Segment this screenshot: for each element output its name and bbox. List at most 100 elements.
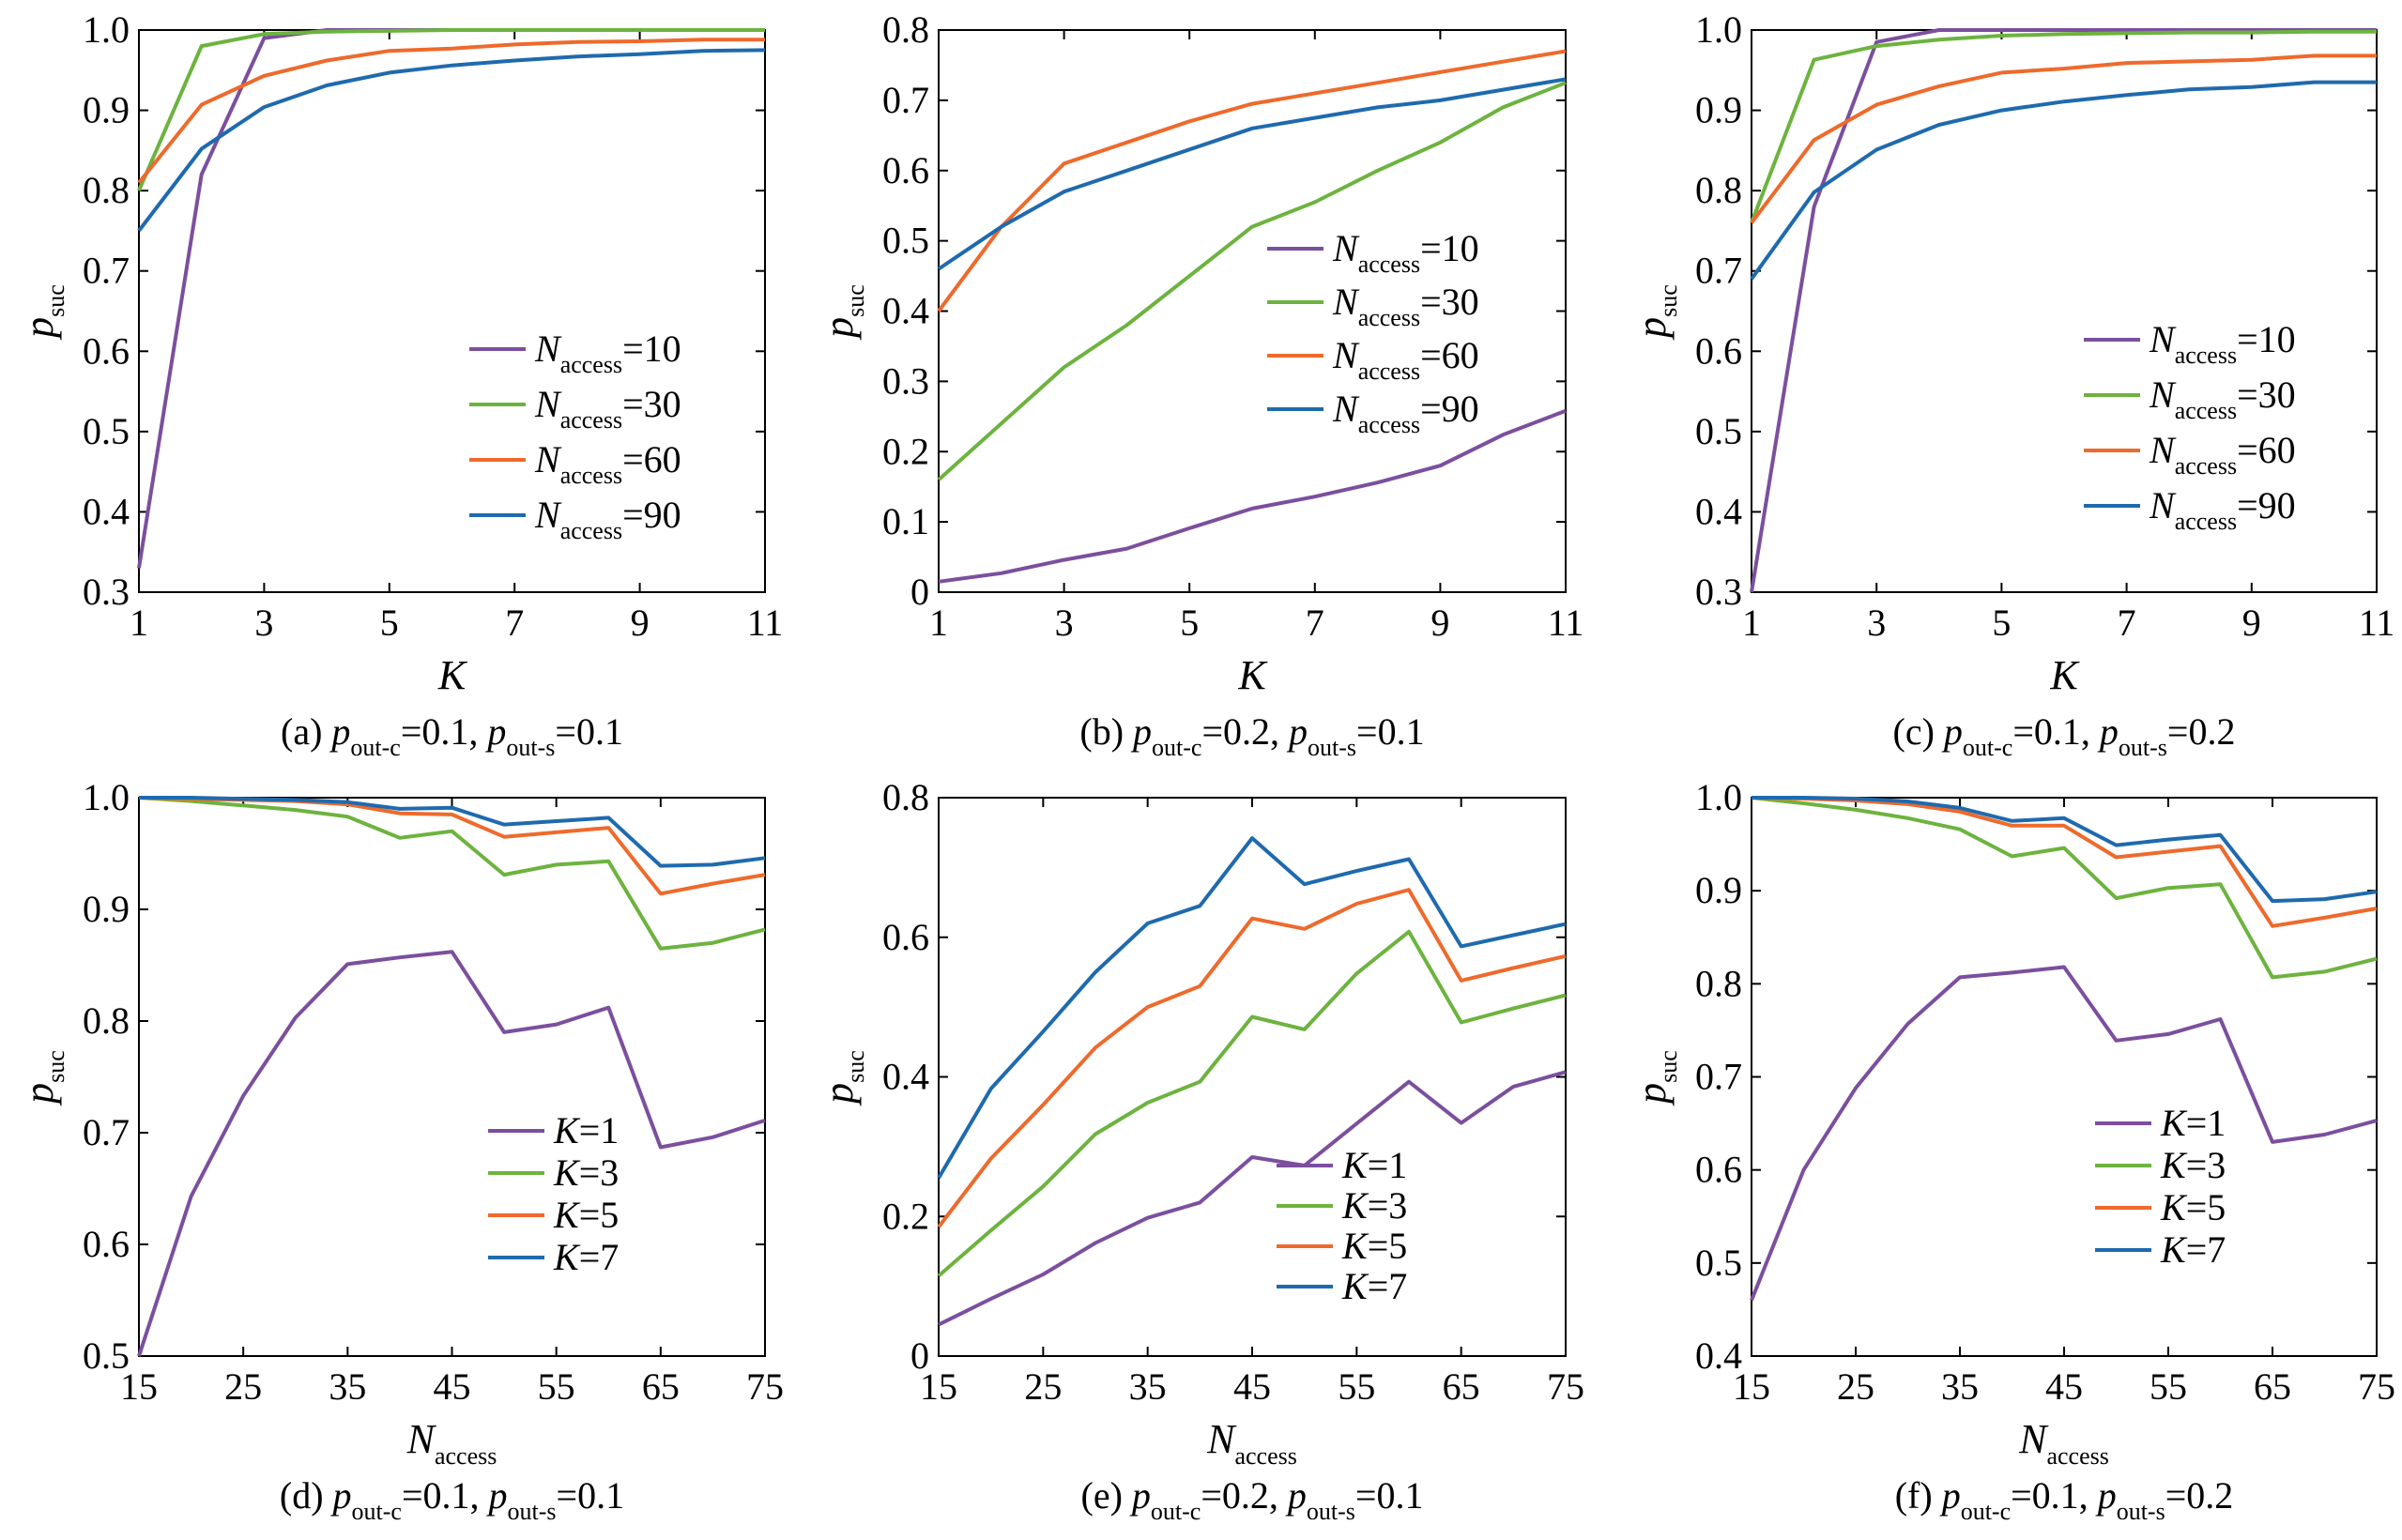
y-tick-label: 0.9 — [83, 89, 130, 131]
y-tick-label: 0.6 — [83, 329, 130, 372]
panel-caption: (c) pout-c=0.1, pout-s=0.2 — [1893, 710, 2236, 761]
legend-label-value: =5 — [579, 1194, 620, 1236]
y-axis-label-sub: suc — [42, 1050, 69, 1083]
y-tick-label: 0 — [910, 1334, 929, 1377]
y-axis-label-main: p — [1629, 317, 1675, 341]
caption-sub: out-c — [350, 734, 400, 761]
legend-label-main: N — [534, 494, 562, 536]
legend-label-main: N — [2149, 429, 2177, 471]
y-axis-label-sub: suc — [1655, 284, 1682, 317]
series-line-1 — [1750, 28, 2377, 593]
caption-sub: out-c — [352, 1498, 402, 1525]
legend-label-main: N — [534, 328, 562, 370]
caption-value: =0.2 — [2165, 1474, 2234, 1517]
x-tick-label: 5 — [380, 602, 399, 644]
caption-var: p — [1286, 710, 1308, 753]
y-tick-label: 0.4 — [83, 490, 130, 532]
x-axis-label: Naccess — [406, 1416, 497, 1470]
legend-entry: Naccess=60 — [1332, 334, 1479, 385]
legend-label-value: =3 — [1368, 1184, 1408, 1227]
legend-label-main: K — [2160, 1228, 2188, 1271]
series-line-4 — [1750, 80, 2377, 281]
y-axis-label: psuc — [816, 1050, 869, 1106]
x-axis-label: K — [1237, 652, 1268, 698]
panel-d: 15 25 35 45 55 65 750.50.60.70.80.91.0Naccessp… — [16, 776, 784, 1525]
panel-b: 1 3 5 7 9 1100.10.20.30.40.50.60.70.8KpsucNac… — [816, 8, 1583, 761]
series-line-3 — [137, 38, 765, 184]
legend-label-sub: access — [1358, 304, 1420, 331]
legend-label-value: =7 — [2186, 1228, 2226, 1271]
caption-var: p — [330, 1474, 352, 1517]
series-line-2 — [937, 81, 1567, 481]
y-tick-label: 0.2 — [882, 430, 929, 472]
y-tick-label: 0.4 — [882, 1056, 929, 1098]
legend-label-main: N — [2149, 318, 2177, 360]
x-tick-label: 15 — [920, 1365, 957, 1408]
x-tick-label: 7 — [1306, 602, 1324, 644]
caption-sub: out-s — [1308, 734, 1356, 761]
legend-label-main: K — [2160, 1186, 2188, 1228]
x-tick-label: 3 — [1055, 602, 1074, 644]
legend-entry: Naccess=90 — [534, 494, 681, 544]
legend-entry: K=7 — [553, 1236, 619, 1278]
legend-label-sub: access — [560, 351, 622, 378]
x-axis-label-main: N — [406, 1416, 437, 1462]
caption-value: =0.1, — [2011, 1474, 2098, 1517]
y-tick-label: 0.4 — [882, 290, 929, 332]
caption-value: =0.1 — [555, 710, 623, 753]
x-tick-label: 7 — [505, 602, 524, 644]
caption-sub: out-s — [1307, 1498, 1355, 1525]
panel-caption: (f) pout-c=0.1, pout-s=0.2 — [1895, 1474, 2234, 1525]
x-tick-label: 3 — [254, 602, 273, 644]
caption-value: =0.2, — [1201, 710, 1289, 753]
y-tick-label: 0.2 — [882, 1195, 929, 1237]
y-tick-label: 0.7 — [882, 79, 929, 121]
caption-sub: out-c — [1961, 1498, 2011, 1525]
y-tick-label: 0.8 — [83, 169, 130, 211]
x-tick-label: 45 — [1233, 1365, 1271, 1408]
series-line-4 — [137, 48, 766, 233]
x-tick-label: 45 — [2045, 1365, 2083, 1408]
series-line-2 — [138, 796, 766, 951]
panel-caption: (d) pout-c=0.1, pout-s=0.1 — [280, 1474, 624, 1525]
legend-entry: K=5 — [1341, 1225, 1407, 1267]
series-line-2 — [137, 28, 765, 191]
legend-label-sub: access — [1358, 251, 1420, 278]
legend-label-sub: access — [2175, 452, 2237, 480]
legend-label-main: K — [2160, 1144, 2188, 1186]
x-axis-label-sub: access — [1234, 1442, 1296, 1470]
caption-prefix: (a) — [281, 710, 331, 753]
legend-label-value: =3 — [2186, 1144, 2226, 1186]
y-tick-label: 0.6 — [882, 149, 929, 191]
panel-f: 15 25 35 45 55 65 75 0.4 0.5 0.6 0.7 0.8 0.9 1.0 Nacce… — [1629, 776, 2395, 1525]
x-tick-label: 65 — [642, 1365, 680, 1408]
series-line-1 — [938, 1070, 1567, 1327]
y-tick-label: 0.8 — [882, 776, 929, 818]
caption-sub: out-s — [2117, 1498, 2165, 1525]
legend-entry: K=1 — [1341, 1144, 1407, 1186]
legend-label-main: K — [2160, 1102, 2188, 1144]
caption-var: p — [2097, 710, 2119, 753]
series-line-1 — [137, 950, 766, 1357]
y-axis-label-sub: suc — [842, 1050, 869, 1083]
x-axis-label-main: K — [2049, 652, 2080, 698]
legend-entry: Naccess=30 — [2149, 374, 2296, 424]
y-tick-label: 0.5 — [1695, 1242, 1742, 1284]
y-tick-label: 1.0 — [1695, 776, 1742, 818]
legend-label-main: N — [1332, 388, 1360, 430]
caption-prefix: (e) — [1081, 1474, 1132, 1517]
x-tick-label: 65 — [1443, 1365, 1480, 1408]
caption-sub: out-c — [1963, 734, 2012, 761]
caption-sub: out-s — [506, 734, 555, 761]
y-axis-label-sub: suc — [1655, 1050, 1682, 1083]
x-tick-label: 11 — [1548, 602, 1584, 644]
caption-var: p — [1941, 710, 1963, 753]
legend-entry: K=1 — [553, 1109, 619, 1151]
y-axis-label: psuc — [1629, 284, 1682, 341]
x-tick-label: 9 — [2242, 602, 2261, 644]
legend-label-value: =90 — [2237, 484, 2296, 526]
legend-label-sub: access — [1358, 411, 1420, 438]
legend-label-main: N — [2149, 374, 2177, 416]
series-line-3 — [937, 49, 1567, 313]
